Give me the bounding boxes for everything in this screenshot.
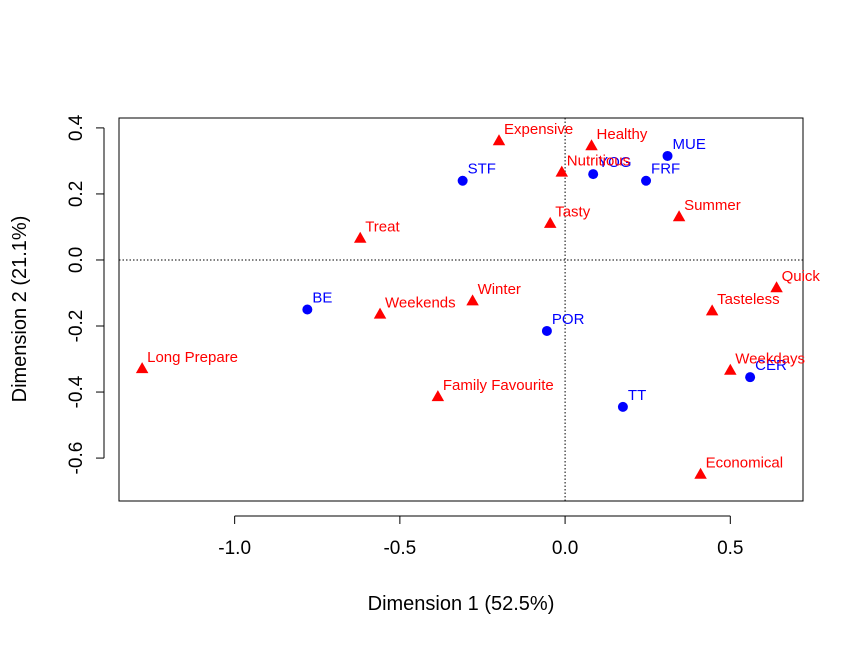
- point-mue: [662, 150, 673, 161]
- y-axis-title: Dimension 2 (21.1%): [9, 216, 31, 403]
- point-label-be: BE: [312, 290, 332, 307]
- point-label-cer: CER: [755, 357, 787, 374]
- point-summer: [672, 210, 686, 222]
- point-yog: [588, 169, 599, 180]
- point-tasty: [543, 216, 557, 228]
- point-label-tt: TT: [628, 387, 646, 404]
- point-label-nutritious: Nutritious: [567, 152, 630, 169]
- x-tick-label: -0.5: [383, 538, 416, 559]
- point-tasteless: [705, 304, 719, 316]
- point-nutritious: [555, 165, 569, 177]
- plot-frame: [118, 117, 804, 502]
- x-tick-label: 0.0: [552, 538, 578, 559]
- point-label-stf: STF: [468, 161, 496, 178]
- point-label-weekdays: Weekdays: [735, 351, 805, 368]
- y-tick-label: 0.4: [66, 114, 87, 141]
- y-tick-label: 0.0: [66, 247, 87, 273]
- point-label-summer: Summer: [684, 197, 741, 214]
- point-quick: [770, 281, 783, 293]
- point-label-quick: Quick: [782, 268, 821, 285]
- point-label-tasteless: Tasteless: [717, 291, 780, 308]
- point-family-favourite: [431, 390, 445, 402]
- point-frf: [641, 175, 652, 186]
- point-treat: [353, 231, 367, 243]
- point-label-treat: Treat: [365, 219, 400, 236]
- point-weekends: [373, 307, 387, 319]
- x-tick-label: -1.0: [218, 538, 251, 559]
- point-be: [302, 304, 313, 315]
- point-label-economical: Economical: [706, 455, 784, 472]
- point-por: [541, 325, 552, 336]
- point-healthy: [585, 139, 598, 151]
- point-label-family-favourite: Family Favourite: [443, 377, 554, 394]
- point-label-expensive: Expensive: [504, 121, 573, 138]
- x-tick-label: 0.5: [717, 538, 743, 559]
- point-label-por: POR: [552, 311, 585, 328]
- point-cer: [745, 372, 756, 383]
- point-label-long-prepare: Long Prepare: [147, 349, 238, 366]
- point-label-winter: Winter: [478, 281, 521, 298]
- point-long-prepare: [135, 362, 149, 374]
- y-tick-label: 0.2: [66, 181, 87, 207]
- point-expensive: [492, 134, 506, 146]
- x-axis-title: Dimension 1 (52.5%): [368, 593, 555, 615]
- point-label-yog: YOG: [598, 154, 631, 171]
- point-label-weekends: Weekends: [385, 294, 456, 311]
- point-winter: [466, 294, 479, 306]
- point-label-mue: MUE: [673, 136, 706, 153]
- point-label-healthy: Healthy: [597, 126, 648, 143]
- point-stf: [457, 175, 468, 186]
- point-label-tasty: Tasty: [555, 204, 591, 221]
- point-weekdays: [724, 363, 737, 375]
- y-tick-label: -0.6: [66, 442, 87, 475]
- point-label-frf: FRF: [651, 161, 680, 178]
- point-tt: [617, 401, 628, 412]
- y-tick-label: -0.2: [66, 310, 87, 343]
- y-tick-label: -0.4: [66, 375, 87, 408]
- point-economical: [694, 467, 707, 479]
